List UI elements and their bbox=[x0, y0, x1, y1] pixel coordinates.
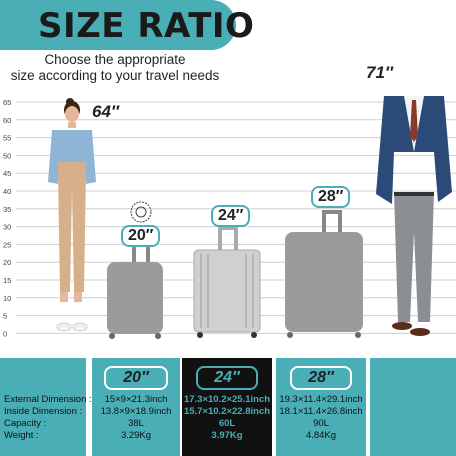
scale-tick-label: 35 bbox=[3, 205, 11, 214]
spec-external: 17.3×10.2×25.1inch bbox=[183, 394, 271, 405]
subtitle: Choose the appropriate size according to… bbox=[0, 52, 230, 84]
spec-column-28: 28″ 19.3×11.4×29.1inch 18.1×11.4×26.8inc… bbox=[276, 358, 366, 456]
scale-tick-label: 5 bbox=[3, 312, 7, 321]
spec-capacity: 90L bbox=[313, 418, 329, 429]
spec-capacity: 60L bbox=[218, 418, 236, 429]
spec-column-20: 20″ 15×9×21.3inch 13.8×9×18.9inch 38L 3.… bbox=[92, 358, 180, 456]
subtitle-line-2: size according to your travel needs bbox=[10, 68, 220, 83]
spec-size-header: 20″ bbox=[104, 366, 168, 390]
row-label-external: External Dimension : bbox=[4, 394, 92, 405]
suitcase-28 bbox=[285, 210, 363, 338]
scale-tick-label: 20 bbox=[3, 258, 11, 267]
scale-tick-label: 30 bbox=[3, 223, 11, 232]
suitcase-20 bbox=[107, 242, 163, 339]
suitcase-24-label: 24″ bbox=[211, 205, 251, 227]
spec-inside: 13.8×9×18.9inch bbox=[100, 406, 172, 417]
spec-external: 19.3×11.4×29.1inch bbox=[279, 394, 363, 405]
row-label-capacity: Capacity : bbox=[4, 418, 47, 429]
row-label-weight: Weight : bbox=[4, 430, 39, 441]
man-figure bbox=[376, 96, 452, 336]
scale-tick-label: 10 bbox=[3, 294, 11, 303]
woman-height-label: 64″ bbox=[92, 102, 120, 121]
spec-external: 15×9×21.3inch bbox=[104, 394, 168, 405]
scale-tick-label: 25 bbox=[3, 240, 11, 249]
suitcase-28-label: 28″ bbox=[311, 186, 351, 208]
scale-tick-label: 60 bbox=[3, 116, 11, 125]
spec-size-header: 24″ bbox=[196, 366, 258, 390]
man-height-label: 71″ bbox=[366, 63, 394, 82]
spec-weight: 3.29Kg bbox=[120, 430, 152, 441]
spec-size-header: 28″ bbox=[290, 366, 352, 390]
scale-tick-label: 40 bbox=[3, 187, 11, 196]
row-label-inside: Inside Dimension : bbox=[4, 406, 83, 417]
spec-column-24: 24″ 17.3×10.2×25.1inch 15.7×10.2×22.8inc… bbox=[182, 358, 272, 456]
spec-capacity: 38L bbox=[128, 418, 144, 429]
specs-table: External Dimension : Inside Dimension : … bbox=[0, 358, 456, 456]
title-banner bbox=[0, 0, 236, 50]
row-labels-column: External Dimension : Inside Dimension : … bbox=[0, 358, 92, 456]
badge-stamp-icon bbox=[130, 201, 152, 223]
spec-inside: 18.1×11.4×26.8inch bbox=[279, 406, 363, 417]
woman-figure bbox=[48, 98, 96, 332]
suitcase-24 bbox=[193, 226, 261, 338]
subtitle-line-1: Choose the appropriate bbox=[44, 52, 186, 67]
scale-tick-label: 55 bbox=[3, 134, 11, 143]
suitcase-20-label: 20″ bbox=[121, 225, 161, 247]
scale-tick-label: 45 bbox=[3, 169, 11, 178]
spec-weight: 4.84Kg bbox=[305, 430, 337, 441]
scale-tick-label: 15 bbox=[3, 276, 11, 285]
page-title: SIZE RATIO bbox=[38, 6, 255, 46]
scale-tick-label: 0 bbox=[3, 329, 7, 338]
spec-inside: 15.7×10.2×22.8inch bbox=[183, 406, 271, 417]
scale-tick-label: 50 bbox=[3, 151, 11, 160]
spec-weight: 3.97Kg bbox=[211, 430, 243, 441]
spec-column-blank bbox=[370, 358, 456, 456]
scale-tick-label: 65 bbox=[3, 98, 11, 107]
